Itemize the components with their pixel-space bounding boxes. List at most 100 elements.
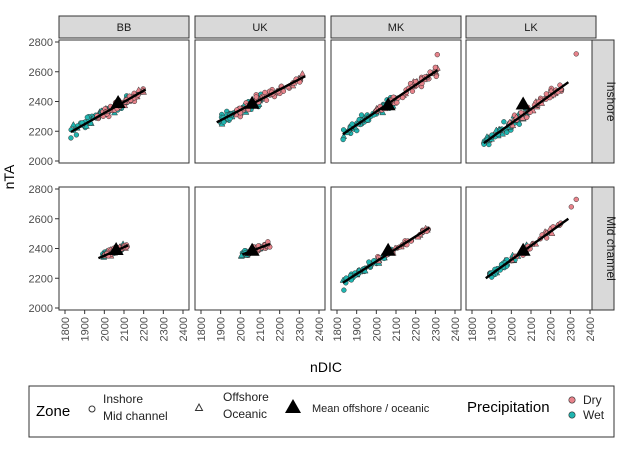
data-point-wet <box>340 127 347 133</box>
mean-marker <box>380 97 396 111</box>
y-tick-label: 2800 <box>29 184 53 196</box>
data-point-outlier <box>68 135 74 141</box>
panel-uk-mid-channel <box>194 186 326 311</box>
x-tick-label: 2200 <box>139 317 151 341</box>
y-tick-label: 2200 <box>29 126 53 138</box>
data-point-outlier <box>341 287 347 293</box>
data-point-wet <box>516 121 522 127</box>
data-point-wet <box>349 121 355 127</box>
data-point-dry <box>432 64 438 71</box>
facet-label-inshore: Inshore <box>604 81 618 121</box>
legend-mean-label: Mean offshore / oceanic <box>312 403 430 415</box>
data-point-dry <box>519 114 527 121</box>
y-tick-label: 2400 <box>29 244 53 256</box>
data-point-wet <box>504 129 510 136</box>
legend-precip-title: Precipitation <box>467 399 550 416</box>
x-tick-label: 2400 <box>450 317 462 341</box>
data-point-dry <box>263 97 270 103</box>
panel-mk-inshore <box>330 39 462 164</box>
x-axis-label: nDIC <box>310 359 342 375</box>
legend-wet-marker <box>568 411 576 419</box>
x-tick-label: 2400 <box>585 317 597 341</box>
data-point-outlier <box>568 204 574 210</box>
legend-zone-title: Zone <box>36 403 70 420</box>
data-point-dry <box>543 91 549 97</box>
x-tick-label: 2000 <box>506 317 518 341</box>
regression-line <box>70 88 147 134</box>
data-point-wet <box>82 122 90 129</box>
legend-triangle-marker <box>194 402 204 411</box>
data-point-wet <box>340 136 346 143</box>
facet-strip-uk <box>194 15 326 39</box>
legend-box <box>28 385 615 438</box>
data-point-dry <box>547 87 555 94</box>
mean-marker <box>244 242 260 256</box>
data-point-wet <box>501 119 507 125</box>
facet-strip-bb <box>58 15 190 39</box>
regression-line <box>483 81 570 145</box>
panel-bb-mid-channel <box>58 186 190 311</box>
facet-label-uk: UK <box>252 22 268 34</box>
data-point-dry <box>298 70 306 77</box>
mean-marker <box>515 96 531 110</box>
facet-strip-lk <box>465 15 597 39</box>
regression-line <box>216 75 306 124</box>
data-point-wet <box>366 259 372 265</box>
x-tick-label: 2300 <box>294 317 306 341</box>
mean-marker <box>110 94 126 108</box>
legend-mean-marker <box>285 399 301 413</box>
y-tick-label: 2400 <box>29 97 53 109</box>
facet-label-mk: MK <box>388 22 405 34</box>
x-tick-label: 2000 <box>99 317 111 341</box>
facet-label-lk: LK <box>524 22 538 34</box>
facet-strip-mid-channel <box>591 186 615 311</box>
data-point-dry <box>524 114 530 121</box>
data-point-wet <box>358 112 365 118</box>
legend-dry-marker <box>568 396 576 404</box>
x-tick-label: 2100 <box>391 317 403 341</box>
x-tick-label: 2300 <box>430 317 442 341</box>
x-tick-label: 1800 <box>196 317 208 341</box>
x-tick-label: 1900 <box>216 317 228 341</box>
axes-layer: BB UK MK LK Inshore Mid channel 2000 2200 2400 26… <box>29 15 618 341</box>
legend-zone-inshore: Inshore <box>103 392 143 406</box>
facet-label-mid-channel: Mid channel <box>604 216 618 281</box>
mean-marker <box>244 95 260 109</box>
x-tick-label: 2000 <box>235 317 247 341</box>
facet-label-bb: BB <box>117 22 132 34</box>
mean-marker <box>515 242 531 256</box>
y-tick-label: 2600 <box>29 67 53 79</box>
data-point-dry <box>394 99 400 106</box>
legend-circle-marker <box>88 405 96 413</box>
y-tick-label: 2200 <box>29 273 53 285</box>
y-axis-label: nTA <box>1 164 17 189</box>
x-tick-label: 2400 <box>314 317 326 341</box>
data-point-wet <box>73 132 80 138</box>
data-point-dry <box>433 73 439 80</box>
data-point-dry <box>509 121 517 129</box>
panel-mk-mid-channel <box>330 186 462 311</box>
x-tick-label: 1800 <box>332 317 344 341</box>
data-point-outlier <box>573 196 579 203</box>
data-point-wet <box>69 121 77 128</box>
legend-zone-midchannel: Mid channel <box>103 409 168 423</box>
facet-strip-mk <box>330 15 462 39</box>
x-tick-label: 1900 <box>80 317 92 341</box>
panel-uk-inshore <box>194 39 326 164</box>
panel-bb-inshore <box>58 39 190 164</box>
data-point-outlier <box>573 51 579 57</box>
panel-lk-inshore <box>465 39 597 164</box>
legend-zone-offshore: Offshore <box>223 390 269 404</box>
x-tick-label: 2100 <box>526 317 538 341</box>
data-point-outlier <box>434 51 440 58</box>
x-tick-label: 1800 <box>467 317 479 341</box>
regression-line <box>485 217 570 280</box>
data-point-dry <box>253 94 259 100</box>
y-tick-label: 2000 <box>29 156 53 168</box>
x-tick-label: 2000 <box>371 317 383 341</box>
y-tick-label: 2000 <box>29 303 53 315</box>
x-tick-label: 2200 <box>275 317 287 341</box>
legend: Zone Inshore Mid channel Offshore Oceani… <box>28 385 615 438</box>
x-tick-label: 1900 <box>352 317 364 341</box>
